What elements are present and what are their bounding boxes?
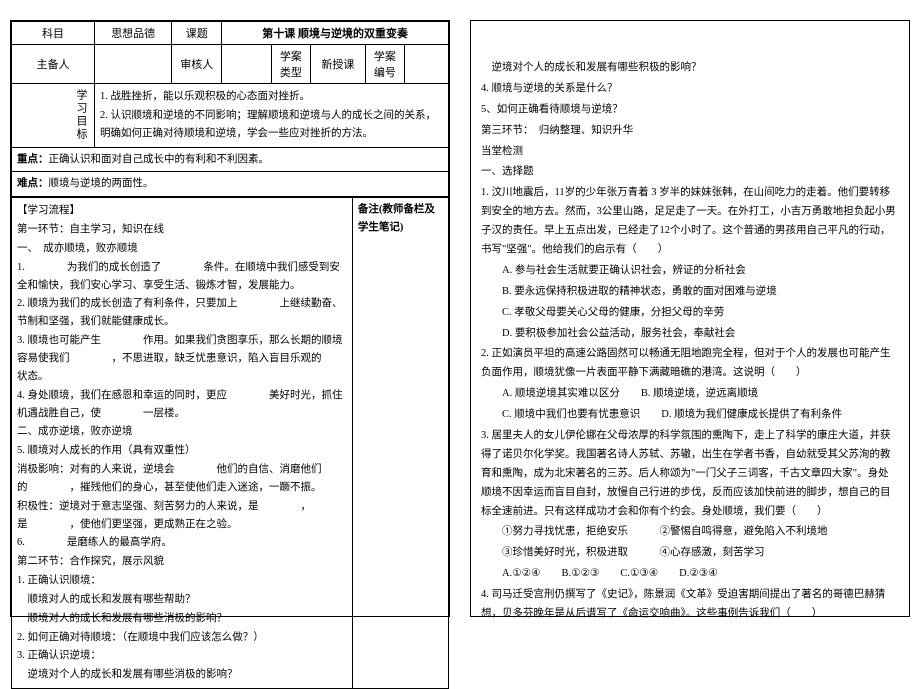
difficulty-label: 难点： bbox=[17, 178, 49, 189]
test-q2-ab: A. 顺境逆境其实难以区分 B. 顺境逆境，逆远离顺境 bbox=[481, 385, 899, 404]
para-2b: 消极影响：对有的人来说，逆境会 他们的自信、消磨他们的 ，摧残他们的身心，甚至使… bbox=[17, 461, 347, 497]
difficulty-row: 难点：顺境与逆境的两面性。 bbox=[12, 172, 449, 197]
test-q1-d: D. 要积极参加社会公益活动，服务社会，奉献社会 bbox=[481, 325, 899, 344]
para-1d: 4. 身处顺境，我们在感恩和幸运的同时，更应 美好时光，抓住机遇战胜自己，使 一… bbox=[17, 387, 347, 423]
reviewer-value bbox=[222, 45, 272, 84]
topic-label: 课题 bbox=[172, 22, 222, 45]
keypoint-row: 重点：正确认识和面对自己成长中的有利和不利因素。 bbox=[12, 147, 449, 172]
question-4: 逆境对个人的成长和发展有哪些消极的影响？ bbox=[17, 666, 347, 684]
question-3: 2. 如何正确对待顺境：（在顺境中我们应该怎么做？） bbox=[17, 629, 347, 647]
question-7: 5、如何正确看待顺境与逆境？ bbox=[481, 101, 899, 120]
para-1c: 3. 顺境也可能产生 作用。如果我们贪图享乐，那么长期的顺境容易使我们 ，不思进… bbox=[17, 332, 347, 386]
case-type-value: 新授课 bbox=[310, 45, 365, 84]
question-6: 4. 顺境与逆境的关系是什么？ bbox=[481, 80, 899, 99]
section1-title: 一、 成亦顺境，败亦顺境 bbox=[17, 240, 347, 258]
goals-content: 1. 战胜挫折，能以乐观积极的心态面对挫折。 2. 认识顺境和逆境的不同影响；理… bbox=[94, 84, 448, 148]
para-2a: 5. 顺境对人成长的作用（具有双重性） bbox=[17, 442, 347, 460]
para-2d: 6. 是磨练人的最高学府。 bbox=[17, 534, 347, 552]
test-title: 当堂检测 bbox=[481, 143, 899, 162]
para-1b: 2. 顺境为我们的成长创造了有利条件，只要加上 上继续勤奋、节制和坚强，我们就能… bbox=[17, 295, 347, 331]
page-left: 科目 思想品德 课题 第十课 顺境与逆境的双重变奏 主备人 审核人 学案类型 新… bbox=[10, 20, 450, 617]
stage3-title: 第三环节： 归纳整理、知识升华 bbox=[481, 122, 899, 141]
test-q1: 1. 汶川地震后，11岁的少年张万青着 3 岁半的妹妹张韩，在山间吃力的走着。他… bbox=[481, 184, 899, 260]
test-q3-opt3: A.①②④ B.①②③ C.①③④ D.②③④ bbox=[481, 565, 899, 584]
header-table: 科目 思想品德 课题 第十课 顺境与逆境的双重变奏 主备人 审核人 学案类型 新… bbox=[11, 21, 449, 197]
body-table: 【学习流程】 第一环节：自主学习，知识在线 一、 成亦顺境，败亦顺境 1. 为我… bbox=[11, 197, 449, 689]
page-right: 逆境对个人的成长和发展有哪些积极的影响？ 4. 顺境与逆境的关系是什么？ 5、如… bbox=[470, 20, 910, 617]
section2-title: 二、成亦逆境，败亦逆境 bbox=[17, 423, 347, 441]
test-q3-opt1: ①努力寻找忧患，拒绝安乐 ②警惕自鸣得意，避免陷入不利境地 bbox=[481, 523, 899, 542]
goals-label: 学习目标 bbox=[12, 84, 95, 148]
flow-title: 【学习流程】 bbox=[17, 202, 347, 220]
test-q4: 4. 司马迁受宫刑仍撰写了《史记》，陈景润《文革》受迫害期间提出了著名的哥德巴赫… bbox=[481, 586, 899, 624]
reviewer-label: 审核人 bbox=[172, 45, 222, 84]
test-q3: 3. 居里夫人的女儿伊伦娜在父母浓厚的科学氛围的熏陶下，走上了科学的康庄大道，并… bbox=[481, 427, 899, 521]
goal-1: 1. 战胜挫折，能以乐观积极的心态面对挫折。 bbox=[100, 88, 443, 106]
para-2c: 积极性：逆境对于意志坚强、刻苦努力的人来说，是 ，是 ，使他们更坚强，更成熟正在… bbox=[17, 498, 347, 534]
goal-2: 2. 认识顺境和逆境的不同影响；理解顺境和逆境与人的成长之间的关系，明确如何正确… bbox=[100, 107, 443, 143]
notes-header: 备注(教师备栏及学生笔记) bbox=[358, 204, 435, 233]
test-q1-b: B. 要永远保持积极进取的精神状态，勇敢的面对困难与逆境 bbox=[481, 283, 899, 302]
case-no-label: 学案编号 bbox=[366, 45, 405, 84]
case-type-label: 学案类型 bbox=[271, 45, 310, 84]
topic-value: 第十课 顺境与逆境的双重变奏 bbox=[222, 22, 449, 45]
subject-label: 科目 bbox=[12, 22, 95, 45]
stage2-title: 第二环节：合作探究，展示风貌 bbox=[17, 553, 347, 571]
difficulty-text: 顺境与逆境的两面性。 bbox=[49, 178, 154, 189]
keypoint-label: 重点： bbox=[17, 154, 49, 165]
test-q1-c: C. 孝敬父母要关心父母的健康，分担父母的辛劳 bbox=[481, 304, 899, 323]
q4-intro: 3. 正确认识逆境： bbox=[17, 647, 347, 665]
test-q2-cd: C. 顺境中我们也要有忧患意识 D. 顺境为我们健康成长提供了有利条件 bbox=[481, 406, 899, 425]
case-no-value bbox=[404, 45, 448, 84]
choice-title: 一、选择题 bbox=[481, 163, 899, 182]
keypoint-text: 正确认识和面对自己成长中的有利和不利因素。 bbox=[49, 154, 270, 165]
q-intro: 1. 正确认识顺境： bbox=[17, 572, 347, 590]
test-q3-opt2: ③珍惜美好时光，积极进取 ④心存感激，刻苦学习 bbox=[481, 544, 899, 563]
notes-column: 备注(教师备栏及学生笔记) bbox=[352, 198, 448, 689]
subject-value: 思想品德 bbox=[94, 22, 171, 45]
test-q2: 2. 正如演员平坦的高速公路固然可以畅通无阻地跑完全程，但对于个人的发展也可能产… bbox=[481, 345, 899, 383]
flow-content: 【学习流程】 第一环节：自主学习，知识在线 一、 成亦顺境，败亦顺境 1. 为我… bbox=[12, 198, 353, 689]
question-5: 逆境对个人的成长和发展有哪些积极的影响？ bbox=[481, 59, 899, 78]
question-1: 顺境对人的成长和发展有哪些帮助？ bbox=[17, 591, 347, 609]
preparer-label: 主备人 bbox=[12, 45, 95, 84]
test-q1-a: A. 参与社会生活就要正确认识社会，辨证的分析社会 bbox=[481, 262, 899, 281]
stage1-title: 第一环节：自主学习，知识在线 bbox=[17, 221, 347, 239]
question-2: 顺境对人的成长和发展有哪些消极的影响？ bbox=[17, 610, 347, 628]
preparer-value bbox=[94, 45, 171, 84]
para-1a: 1. 为我们的成长创造了 条件。在顺境中我们感受到安全和愉快，我们安心学习、享受… bbox=[17, 259, 347, 295]
